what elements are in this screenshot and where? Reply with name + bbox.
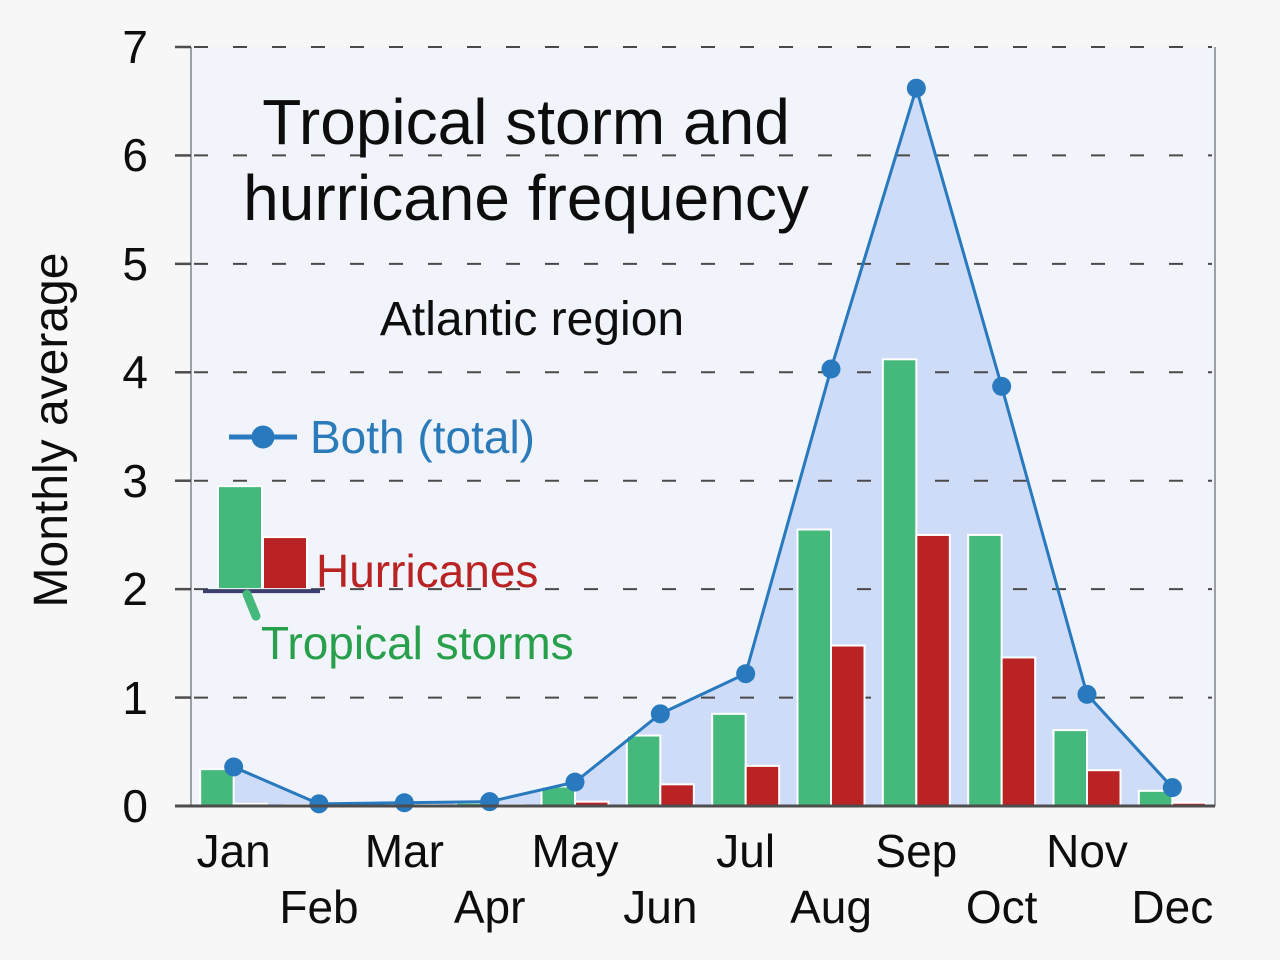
y-tick-label-1: 1 <box>122 671 148 724</box>
x-tick-label-jul: Jul <box>716 825 776 877</box>
x-tick-label-jun: Jun <box>623 881 698 933</box>
x-tick-label-aug: Aug <box>790 881 872 933</box>
x-tick-label-dec: Dec <box>1131 881 1214 933</box>
hurricanes-bar-nov <box>1086 769 1122 807</box>
x-tick-label-jan: Jan <box>196 825 271 877</box>
x-tick-label-apr: Apr <box>453 881 526 933</box>
y-tick-label-3: 3 <box>122 454 148 507</box>
y-tick-label-2: 2 <box>122 563 148 616</box>
x-tick-label-feb: Feb <box>279 881 359 933</box>
hurricanes-bar-oct <box>1000 656 1037 808</box>
total-point-oct <box>992 376 1012 396</box>
total-point-aug <box>821 359 841 379</box>
y-tick-label-5: 5 <box>122 237 148 290</box>
tropical-storms-bar-sep <box>881 358 918 807</box>
legend-hurricanes-label: Hurricanes <box>316 545 539 597</box>
hurricanes-bar-sep <box>915 533 951 808</box>
x-tick-label-sep: Sep <box>875 825 958 877</box>
total-point-mar <box>394 793 414 813</box>
legend-total-point-sample <box>251 425 275 449</box>
chart-subtitle: Atlantic region <box>379 293 685 346</box>
y-tick-label-0: 0 <box>122 780 148 832</box>
legend-hurricanes-bar-sample <box>262 536 308 591</box>
y-tick-label-6: 6 <box>122 129 148 182</box>
legend-total-label: Both (total) <box>310 411 535 463</box>
tropical-storms-bar-aug <box>796 528 832 807</box>
tropical-storms-bar-jun <box>625 734 662 807</box>
hurricanes-bar-aug <box>830 644 866 807</box>
x-tick-label-oct: Oct <box>965 881 1038 933</box>
total-point-jul <box>736 664 756 684</box>
chart-title-line1: Tropical storm and <box>262 86 790 158</box>
x-tick-label-mar: Mar <box>364 825 444 877</box>
y-tick-label-4: 4 <box>122 346 148 399</box>
total-line <box>233 82 1174 806</box>
total-point-nov <box>1077 684 1097 704</box>
tropical-storms-bar-nov <box>1052 729 1088 807</box>
total-point-jun <box>650 704 670 724</box>
chart-title-line2: hurricane frequency <box>243 162 809 234</box>
legend-tropical-storms-bar-sample <box>217 485 263 591</box>
hurricanes-bar-jun <box>659 783 695 807</box>
x-tick-label-may: May <box>531 825 619 877</box>
total-point-feb <box>309 794 329 814</box>
x-tick-label-nov: Nov <box>1046 825 1128 877</box>
total-point-apr <box>480 792 500 812</box>
hurricanes-bar-jul <box>744 764 781 807</box>
total-point-dec <box>1162 778 1182 798</box>
y-tick-label-7: 7 <box>122 21 148 73</box>
total-point-sep <box>906 78 926 98</box>
chart-title: Tropical storm and hurricane frequency <box>226 84 826 236</box>
legend-tropical-storms-callout <box>242 589 261 621</box>
legend-tropical-storms-label: Tropical storms <box>261 617 574 669</box>
tropical-storms-bar-jul <box>711 712 747 807</box>
total-point-jan <box>224 757 244 777</box>
total-point-may <box>565 772 585 792</box>
tropical-storms-bar-oct <box>967 533 1003 808</box>
